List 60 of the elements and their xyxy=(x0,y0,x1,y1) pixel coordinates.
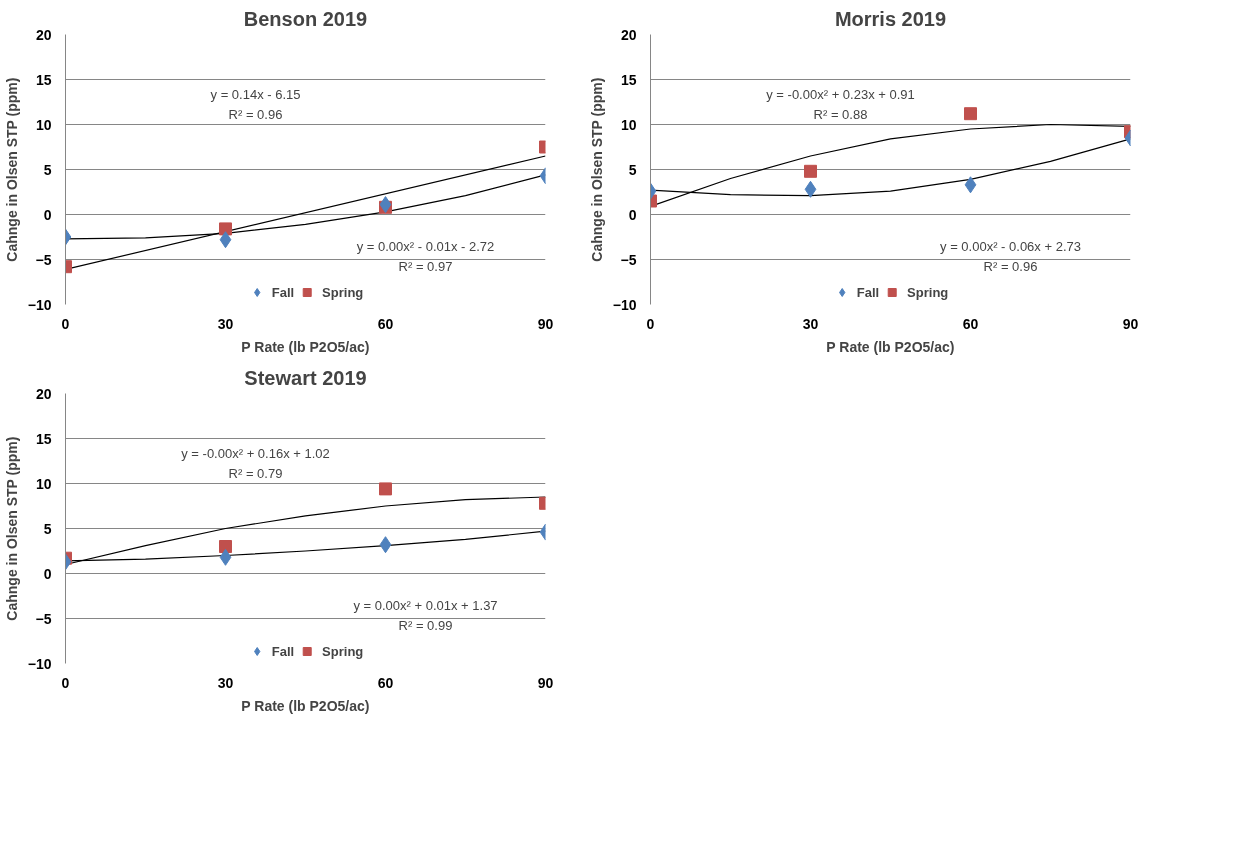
annotation: y = 0.00x² - 0.01x - 2.72 xyxy=(356,239,495,254)
y-tick-label: 5 xyxy=(43,161,52,178)
annotation: R² = 0.97 xyxy=(398,259,453,274)
y-tick-label: 10 xyxy=(620,116,637,133)
x-tick-label: 90 xyxy=(537,315,554,332)
x-axis-title: P Rate (lb P2O5/ac) xyxy=(826,338,955,355)
chart-title: Morris 2019 xyxy=(834,7,947,30)
annotation: R² = 0.88 xyxy=(813,107,868,122)
chart-title: Benson 2019 xyxy=(243,7,368,30)
annotation: y = 0.14x - 6.15 xyxy=(210,87,301,102)
y-tick-label: −5 xyxy=(35,610,52,627)
y-axis-title: Cahnge in Olsen STP (ppm) xyxy=(3,436,20,621)
annotation: R² = 0.96 xyxy=(983,259,1038,274)
annotation: y = -0.00x² + 0.16x + 1.02 xyxy=(181,446,330,461)
annotation: y = 0.00x² + 0.01x + 1.37 xyxy=(353,598,498,613)
x-tick-label: 0 xyxy=(61,674,70,691)
x-tick-label: 60 xyxy=(377,315,394,332)
y-tick-label: −10 xyxy=(612,296,637,313)
x-tick-label: 90 xyxy=(1122,315,1139,332)
y-tick-label: 20 xyxy=(620,26,637,43)
chart-title: Stewart 2019 xyxy=(244,366,367,389)
x-tick-label: 60 xyxy=(377,674,394,691)
y-tick-label: 10 xyxy=(35,116,52,133)
x-axis-title: P Rate (lb P2O5/ac) xyxy=(241,697,370,714)
x-tick-label: 30 xyxy=(217,674,234,691)
legend-label: Spring xyxy=(322,643,364,659)
y-axis-title: Cahnge in Olsen STP (ppm) xyxy=(3,77,20,262)
y-tick-label: 0 xyxy=(43,565,52,582)
legend-label: Spring xyxy=(322,284,364,300)
x-axis-title: P Rate (lb P2O5/ac) xyxy=(241,338,370,355)
x-tick-label: 30 xyxy=(802,315,819,332)
y-tick-label: 15 xyxy=(620,71,637,88)
annotation: R² = 0.96 xyxy=(228,107,283,122)
x-tick-label: 0 xyxy=(646,315,655,332)
y-tick-label: 15 xyxy=(35,430,52,447)
legend-label: Fall xyxy=(271,284,295,300)
y-tick-label: 20 xyxy=(35,385,52,402)
x-tick-label: 0 xyxy=(61,315,70,332)
annotation: y = -0.00x² + 0.23x + 0.91 xyxy=(766,87,915,102)
legend-label: Fall xyxy=(856,284,880,300)
x-tick-label: 60 xyxy=(962,315,979,332)
y-tick-label: 0 xyxy=(43,206,52,223)
y-tick-label: −5 xyxy=(620,251,637,268)
y-tick-label: 20 xyxy=(35,26,52,43)
legend-label: Fall xyxy=(271,643,295,659)
x-tick-label: 90 xyxy=(537,674,554,691)
y-tick-label: 10 xyxy=(35,475,52,492)
y-tick-label: −10 xyxy=(27,655,52,672)
annotation: R² = 0.99 xyxy=(398,618,453,633)
y-tick-label: 5 xyxy=(43,520,52,537)
y-tick-label: 5 xyxy=(628,161,637,178)
y-tick-label: 15 xyxy=(35,71,52,88)
y-tick-label: 0 xyxy=(628,206,637,223)
y-tick-label: −10 xyxy=(27,296,52,313)
annotation: y = 0.00x² - 0.06x + 2.73 xyxy=(940,239,1081,254)
annotation: R² = 0.79 xyxy=(228,466,283,481)
y-tick-label: −5 xyxy=(35,251,52,268)
x-tick-label: 30 xyxy=(217,315,234,332)
legend-label: Spring xyxy=(907,284,949,300)
y-axis-title: Cahnge in Olsen STP (ppm) xyxy=(588,77,605,262)
